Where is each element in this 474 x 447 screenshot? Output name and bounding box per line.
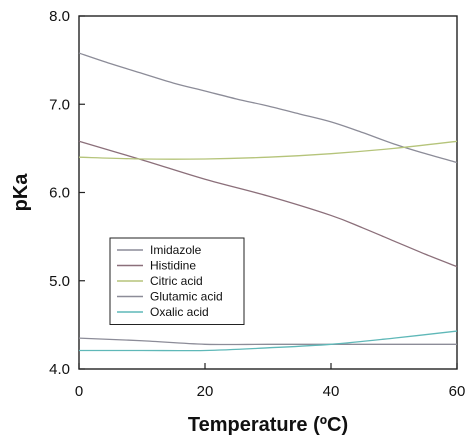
series-line-oxalic-acid xyxy=(79,330,458,352)
series-line-imidazole xyxy=(78,52,458,164)
y-tick-label: 4.0 xyxy=(49,361,70,378)
y-axis-title: pKa xyxy=(10,173,32,212)
legend-label: Citric acid xyxy=(150,274,203,288)
y-axis-ticks: 4.0 5.0 6.0 7.0 8.0 xyxy=(49,8,85,378)
series-line-glutamic-acid xyxy=(78,337,457,346)
x-axis-title: Temperature (ºC) xyxy=(188,414,348,436)
x-tick-label: 0 xyxy=(75,383,83,400)
series-lines xyxy=(78,52,458,352)
y-tick-label: 8.0 xyxy=(49,8,70,25)
series-line-citric-acid xyxy=(78,140,458,160)
series-line-histidine xyxy=(78,140,458,268)
x-tick-label: 20 xyxy=(197,383,214,400)
legend-label: Glutamic acid xyxy=(150,290,223,304)
y-tick-label: 5.0 xyxy=(49,273,70,290)
legend-label: Oxalic acid xyxy=(150,305,209,319)
x-tick-label: 40 xyxy=(323,383,340,400)
legend-label: Imidazole xyxy=(150,243,202,257)
y-tick-label: 6.0 xyxy=(49,185,70,202)
x-tick-label: 60 xyxy=(449,383,466,400)
legend-label: Histidine xyxy=(150,259,196,273)
x-axis-ticks: 0 20 40 60 xyxy=(75,363,466,400)
y-tick-label: 7.0 xyxy=(49,96,70,113)
